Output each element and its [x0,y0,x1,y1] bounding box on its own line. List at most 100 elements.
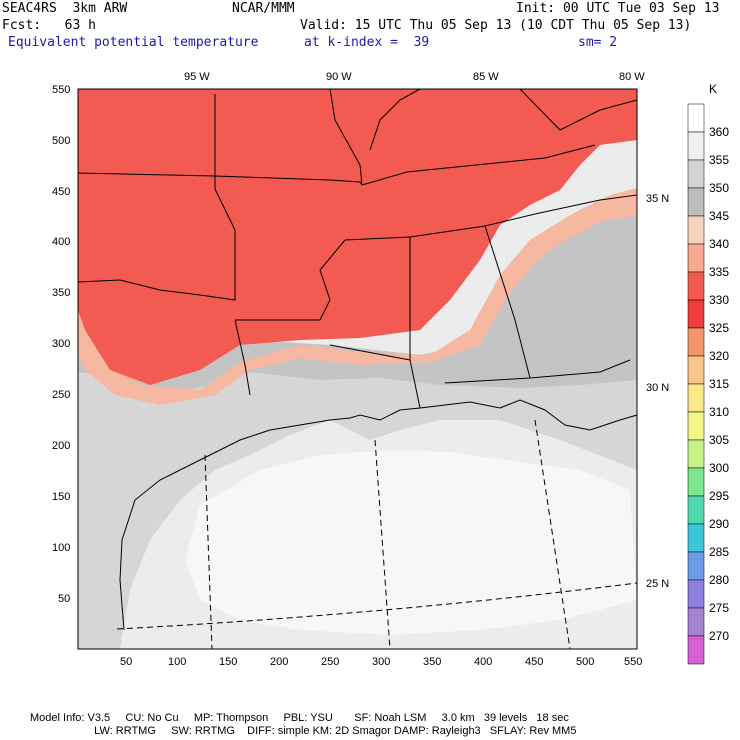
grid-lon-95w [204,454,213,650]
colorbar-label: 325 [709,321,729,335]
colorbar-label: 350 [709,181,729,195]
init-time: Init: 00 UTC Tue 03 Sep 13 [516,1,720,16]
colorbar-swatch [687,579,705,609]
colorbar-swatch [687,607,705,637]
x-tick-100: 100 [168,656,187,668]
x-tick-450: 450 [525,656,544,668]
state-line-il-ky [369,88,421,151]
state-line-al-ga [484,225,531,379]
x-tick-250: 250 [321,656,340,668]
colorbar-label: 270 [709,629,729,643]
latlon-grid [116,419,638,650]
colorbar-swatch [687,411,705,441]
colorbar-label: 295 [709,489,729,503]
colorbar-swatch [687,327,705,357]
state-line-nc-sc [534,194,638,215]
map-frame [77,88,638,650]
grid-lat-25n [116,582,638,630]
colorbar-swatch [687,551,705,581]
colorbar-label: 310 [709,405,729,419]
lat-label-25n: 25 N [646,578,670,590]
y-tick-100: 100 [52,542,71,554]
colorbar-swatch [687,635,705,665]
y-tick-50: 50 [58,593,71,605]
colorbar-swatch [687,439,705,469]
colorbar-label: 280 [709,573,729,587]
colorbar-unit: K [709,82,717,96]
colorbar-swatch [687,355,705,385]
model-title: SEAC4RS 3km ARW [2,1,128,16]
colorbar-swatch [687,131,705,161]
colorbar-swatch [687,271,705,301]
state-line-ok-tx [77,188,236,301]
x-tick-200: 200 [270,656,289,668]
colorbar-label: 330 [709,293,729,307]
y-tick-400: 400 [52,236,71,248]
x-tick-350: 350 [423,656,442,668]
lon-label-95w: 95 W [184,71,210,83]
state-line-oh-wv [519,88,638,131]
colorbar-swatch [687,103,705,133]
colorbar-label: 335 [709,265,729,279]
x-tick-550: 550 [624,656,643,668]
colorbar-label: 300 [709,461,729,475]
y-tick-200: 200 [52,440,71,452]
lon-label-80w: 80 W [619,71,645,83]
y-tick-300: 300 [52,338,71,350]
map-fields [78,89,637,649]
y-tick-150: 150 [52,491,71,503]
field-name: Equivalent potential temperature [8,35,259,50]
x-tick-50: 50 [120,656,133,668]
state-line-tx-la [234,319,251,396]
state-line-ar-la [235,239,346,321]
colorbar-swatch [687,383,705,413]
colorbar-label: 320 [709,349,729,363]
x-tick-500: 500 [576,656,595,668]
state-line-mo-ar [214,175,363,189]
colorbar-swatch [687,187,705,217]
gulf-white-zone [185,450,637,635]
x-tick-400: 400 [474,656,493,668]
colorbar-swatch [687,495,705,525]
footer-model-info: Model Info: V3.5 CU: No Cu MP: Thompson … [30,712,569,724]
state-line-il-mo [329,88,363,186]
colorbar-label: 305 [709,433,729,447]
colorbar-swatch [687,299,705,329]
y-tick-450: 450 [52,186,71,198]
state-line-fl-ga [444,359,631,384]
smoothing-label: sm= 2 [578,35,618,50]
colorbar-swatch [687,467,705,497]
gulf-coastline [119,399,638,631]
political-boundaries [77,88,638,409]
colorbar-label: 285 [709,545,729,559]
colorbar: 360 355 350 345 340 335 330 325 320 315 310 305 300 2… [687,103,729,665]
colorbar-label: 290 [709,517,729,531]
valid-time: Valid: 15 UTC Thu 05 Sep 13 (10 CDT Thu … [300,18,692,33]
x-tick-300: 300 [372,656,391,668]
transition-peach-zone [78,188,637,405]
lat-label-35n: 35 N [646,193,670,205]
center-label: NCAR/MMM [232,1,295,16]
colorbar-label: 315 [709,377,729,391]
lon-label-85w: 85 W [473,71,499,83]
state-line-tn [344,213,536,241]
y-tick-250: 250 [52,389,71,401]
colorbar-swatch [687,215,705,245]
footer-physics-info: LW: RRTMG SW: RRTMG DIFF: simple KM: 2D … [30,725,577,737]
state-line-ky-tn [361,144,596,186]
y-tick-550: 550 [52,84,71,96]
lat-label-30n: 30 N [646,382,670,394]
lon-label-90w: 90 W [326,71,352,83]
state-line-la-ms [329,344,411,361]
grid-lon-85w [534,419,571,650]
colorbar-swatch [687,523,705,553]
colorbar-label: 355 [709,153,729,167]
forecast-hour: Fcst: 63 h [2,18,96,33]
grid-lon-90w [374,439,391,650]
x-tick-150: 150 [219,656,238,668]
y-tick-500: 500 [52,135,71,147]
colorbar-swatch [687,243,705,273]
level-label: at k-index = 39 [304,35,430,50]
colorbar-label: 340 [709,237,729,251]
